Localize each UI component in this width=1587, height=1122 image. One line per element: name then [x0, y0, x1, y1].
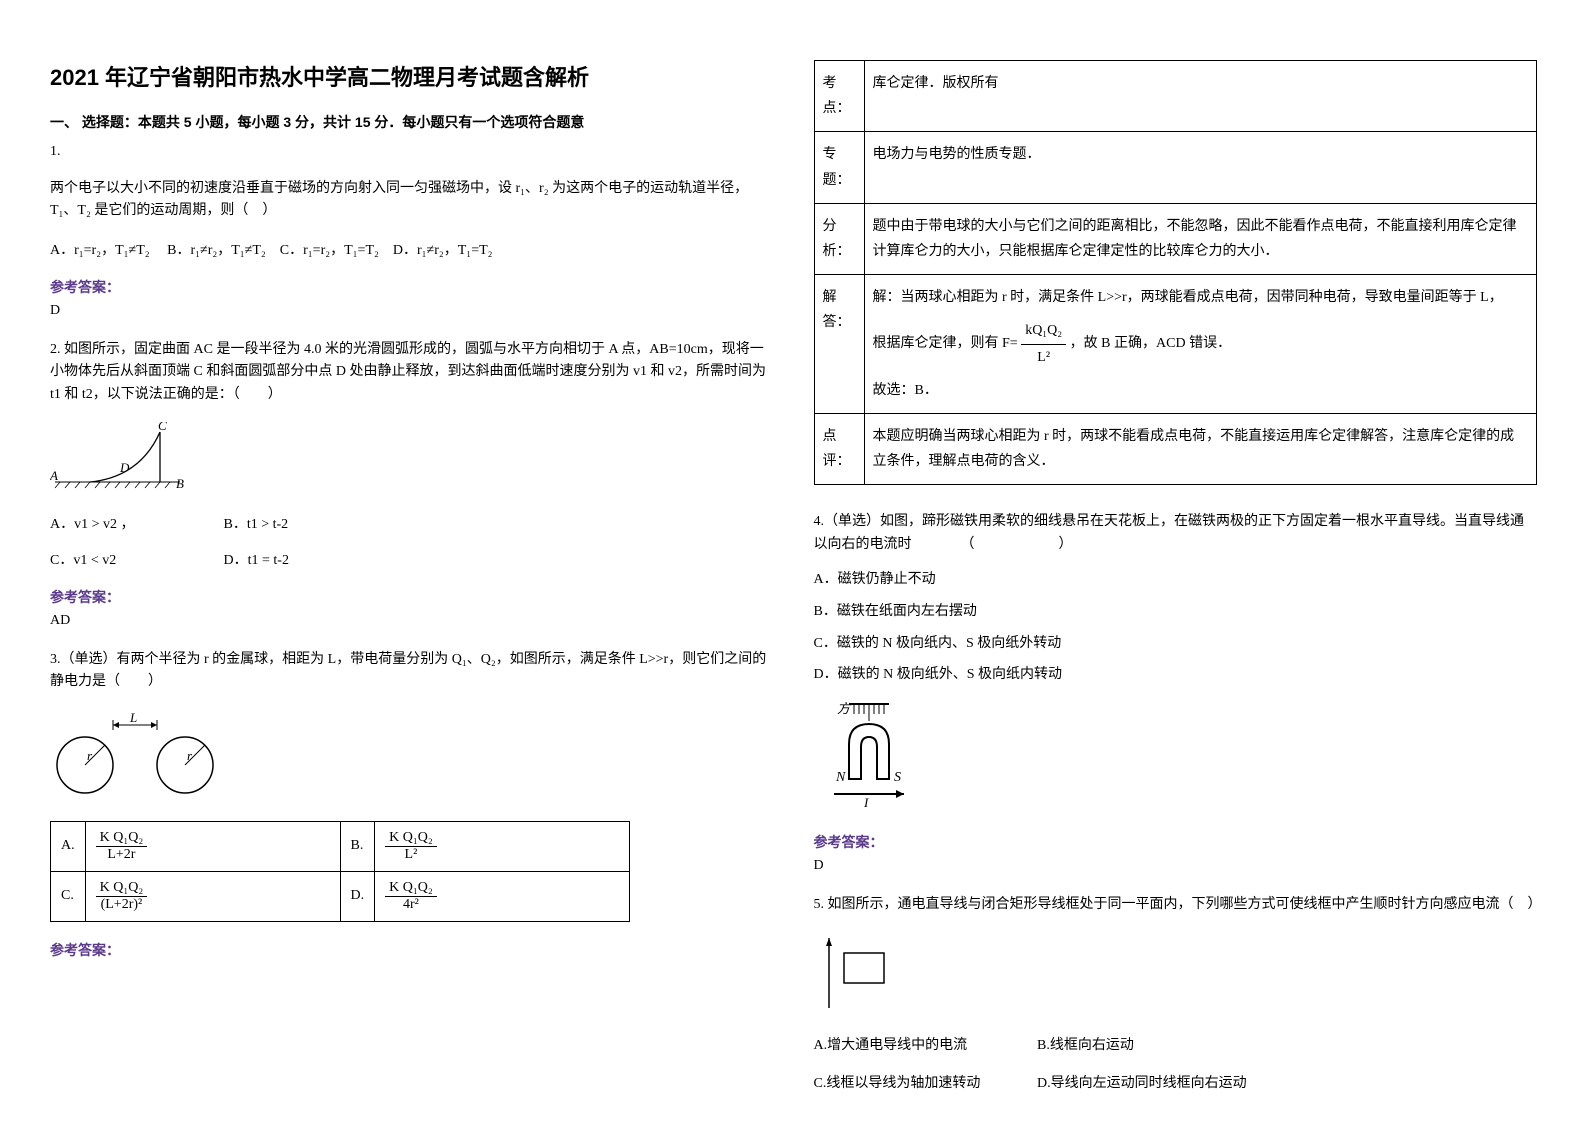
section-heading: 一、 选择题：本题共 5 小题，每小题 3 分，共计 15 分．每小题只有一个选… [50, 112, 774, 132]
row-key: 点评： [814, 413, 864, 484]
q1-number: 1. [50, 144, 774, 160]
svg-text:r: r [187, 748, 193, 763]
q4-optC: C．磁铁的 N 极向纸内、S 极向纸外转动 [814, 632, 1538, 656]
q4-diagram: N S I 方 [814, 699, 1538, 814]
table-row: 解答： 解：当两球心相距为 r 时，满足条件 L>>r，两球能看成点电荷，因带同… [814, 275, 1537, 414]
q2-diagram: A B C D [50, 422, 774, 497]
solution-line: 解：当两球心相距为 r 时，满足条件 L>>r，两球能看成点电荷，因带同种电荷，… [873, 285, 1529, 310]
answer-label: 参考答案： [50, 940, 774, 960]
solution-line: 根据库仑定律，则有 F= kQ₁Q₂L² ，故 B 正确，ACD 错误． [873, 318, 1529, 369]
svg-text:L: L [129, 710, 137, 725]
table-row: A. K Q₁Q₂L+2r B. K Q₁Q₂L² [51, 821, 630, 871]
row-val: 库仑定律．版权所有 [864, 61, 1537, 132]
opt-label: D. [340, 871, 375, 921]
solution-line: 故选：B． [873, 378, 1529, 403]
svg-text:方: 方 [837, 701, 852, 716]
svg-text:B: B [176, 476, 184, 491]
q2-optA: A．v1 > v2 ， [50, 513, 220, 533]
q3-option-table: A. K Q₁Q₂L+2r B. K Q₁Q₂L² C. K Q₁Q₂(L+2r… [50, 821, 630, 922]
row-key: 分析： [814, 203, 864, 274]
q1-body: 两个电子以大小不同的初速度沿垂直于磁场的方向射入同一匀强磁场中，设 r₁、r₂ … [50, 178, 774, 223]
q5-diagram [814, 933, 1538, 1018]
table-row: 专题： 电场力与电势的性质专题． [814, 132, 1537, 203]
row-val: 解：当两球心相距为 r 时，满足条件 L>>r，两球能看成点电荷，因带同种电荷，… [864, 275, 1537, 414]
q1-options: A．r₁=r₂，T₁≠T₂ B．r₁≠r₂，T₁≠T₂ C．r₁=r₂，T₁=T… [50, 239, 774, 259]
left-column: 2021 年辽宁省朝阳市热水中学高二物理月考试题含解析 一、 选择题：本题共 5… [50, 60, 774, 1062]
row-key: 考点： [814, 61, 864, 132]
svg-text:I: I [863, 795, 869, 809]
q5-optA: A.增大通电导线中的电流 [814, 1034, 1034, 1054]
q2-options-row2: C．v1 < v2 D．t1 = t-2 [50, 549, 774, 569]
q2-answer: AD [50, 613, 774, 629]
q2-options-row1: A．v1 > v2 ， B．t1 > t-2 [50, 513, 774, 533]
q5-options-row1: A.增大通电导线中的电流 B.线框向右运动 [814, 1034, 1538, 1054]
row-key: 解答： [814, 275, 864, 414]
row-key: 专题： [814, 132, 864, 203]
q4-optA: A．磁铁仍静止不动 [814, 568, 1538, 592]
svg-text:D: D [119, 460, 130, 475]
q4-answer: D [814, 858, 1538, 874]
q1-answer: D [50, 303, 774, 319]
svg-text:r: r [87, 748, 93, 763]
svg-text:A: A [50, 468, 58, 483]
svg-text:S: S [894, 770, 901, 785]
opt-label: A. [51, 821, 86, 871]
table-row: C. K Q₁Q₂(L+2r)² D. K Q₁Q₂4r² [51, 871, 630, 921]
analysis-table: 考点： 库仑定律．版权所有 专题： 电场力与电势的性质专题． 分析： 题中由于带… [814, 60, 1538, 485]
svg-text:C: C [158, 422, 167, 433]
q4-optD: D．磁铁的 N 极向纸外、S 极向纸内转动 [814, 663, 1538, 687]
opt-label: B. [340, 821, 375, 871]
table-row: 分析： 题中由于带电球的大小与它们之间的距离相比，不能忽略，因此不能看作点电荷，… [814, 203, 1537, 274]
q5-optB: B.线框向右运动 [1037, 1038, 1134, 1053]
row-val: 题中由于带电球的大小与它们之间的距离相比，不能忽略，因此不能看作点电荷，不能直接… [864, 203, 1537, 274]
q2-body: 2. 如图所示，固定曲面 AC 是一段半径为 4.0 米的光滑圆弧形成的，圆弧与… [50, 339, 774, 406]
page-title: 2021 年辽宁省朝阳市热水中学高二物理月考试题含解析 [50, 60, 774, 92]
q4-optB: B．磁铁在纸面内左右摆动 [814, 600, 1538, 624]
answer-label: 参考答案： [814, 832, 1538, 852]
q2-optC: C．v1 < v2 [50, 549, 220, 569]
opt-cell: K Q₁Q₂L² [375, 821, 630, 871]
table-row: 考点： 库仑定律．版权所有 [814, 61, 1537, 132]
q3-body: 3.（单选）有两个半径为 r 的金属球，相距为 L，带电荷量分别为 Q₁、Q₂，… [50, 649, 774, 694]
opt-label: C. [51, 871, 86, 921]
row-val: 电场力与电势的性质专题． [864, 132, 1537, 203]
row-val: 本题应明确当两球心相距为 r 时，两球不能看成点电荷，不能直接运用库仑定律解答，… [864, 413, 1537, 484]
svg-text:N: N [835, 770, 846, 785]
q5-options-row2: C.线框以导线为轴加速转动 D.导线向左运动同时线框向右运动 [814, 1072, 1538, 1092]
opt-cell: K Q₁Q₂L+2r [85, 821, 340, 871]
q5-body: 5. 如图所示，通电直导线与闭合矩形导线框处于同一平面内，下列哪些方式可使线框中… [814, 894, 1538, 916]
q4-body: 4.（单选）如图，蹄形磁铁用柔软的细线悬吊在天花板上，在磁铁两极的正下方固定着一… [814, 511, 1538, 556]
opt-cell: K Q₁Q₂(L+2r)² [85, 871, 340, 921]
right-column: 考点： 库仑定律．版权所有 专题： 电场力与电势的性质专题． 分析： 题中由于带… [814, 60, 1538, 1062]
q5-optC: C.线框以导线为轴加速转动 [814, 1072, 1034, 1092]
q5-optD: D.导线向左运动同时线框向右运动 [1037, 1076, 1247, 1091]
opt-cell: K Q₁Q₂4r² [375, 871, 630, 921]
q3-diagram: r r L [50, 710, 774, 805]
q2-optB: B．t1 > t-2 [224, 517, 289, 532]
answer-label: 参考答案： [50, 587, 774, 607]
table-row: 点评： 本题应明确当两球心相距为 r 时，两球不能看成点电荷，不能直接运用库仑定… [814, 413, 1537, 484]
q2-optD: D．t1 = t-2 [224, 553, 289, 568]
answer-label: 参考答案： [50, 277, 774, 297]
